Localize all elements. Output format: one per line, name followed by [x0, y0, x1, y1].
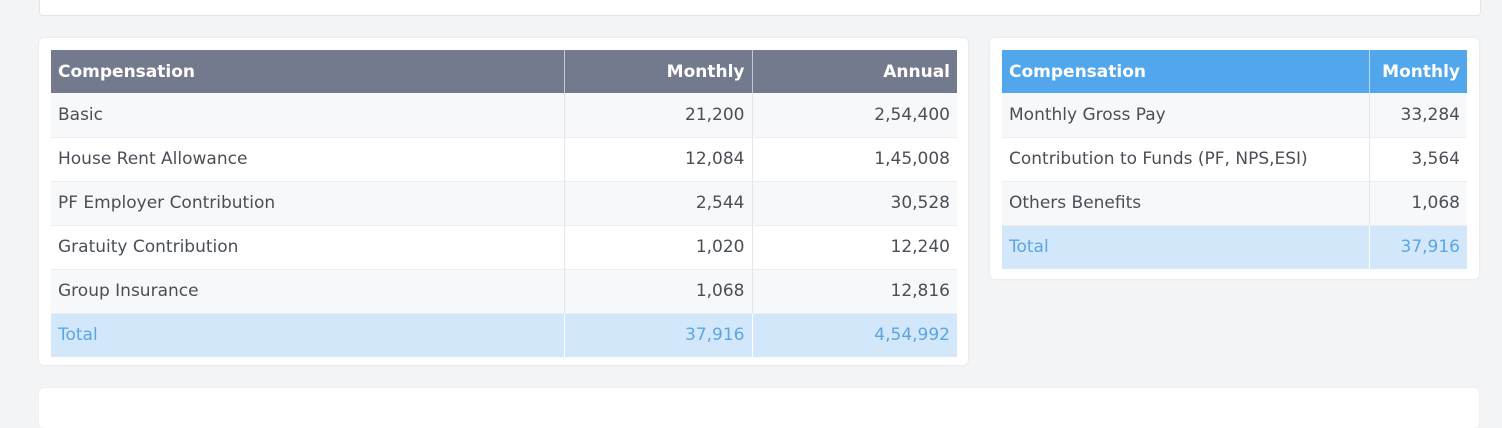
column-header-monthly: Monthly: [1369, 50, 1467, 93]
top-card: [39, 0, 1481, 16]
row-monthly-value: 12,084: [564, 137, 753, 182]
table-row: Others Benefits 1,068: [1002, 181, 1467, 226]
table-row: Monthly Gross Pay 33,284: [1002, 93, 1467, 138]
total-row: Total 37,916: [1002, 225, 1467, 269]
bottom-card: [39, 388, 1479, 428]
column-header-annual: Annual: [752, 50, 957, 93]
row-annual-value: 12,816: [752, 269, 957, 314]
row-monthly-value: 3,564: [1369, 137, 1467, 182]
row-label: House Rent Allowance: [51, 137, 565, 182]
row-annual-value: 1,45,008: [752, 137, 957, 182]
table-row: Gratuity Contribution 1,020 12,240: [51, 225, 957, 270]
row-monthly-value: 33,284: [1369, 93, 1467, 138]
row-monthly-value: 1,068: [1369, 181, 1467, 226]
table-header-row: Compensation Monthly Annual: [51, 50, 957, 93]
ctc-breakdown-card: Compensation Monthly Annual Basic 21,200…: [39, 38, 968, 365]
row-monthly-value: 1,068: [564, 269, 753, 314]
table-row: House Rent Allowance 12,084 1,45,008: [51, 137, 957, 182]
row-label: Group Insurance: [51, 269, 565, 314]
column-header-compensation: Compensation: [51, 50, 565, 93]
row-label: Others Benefits: [1002, 181, 1370, 226]
column-header-monthly: Monthly: [564, 50, 753, 93]
table-row: Group Insurance 1,068 12,816: [51, 269, 957, 314]
table-row: PF Employer Contribution 2,544 30,528: [51, 181, 957, 226]
column-header-compensation: Compensation: [1002, 50, 1370, 93]
monthly-summary-card: Compensation Monthly Monthly Gross Pay 3…: [990, 38, 1479, 279]
ctc-breakdown-table: Compensation Monthly Annual Basic 21,200…: [51, 50, 957, 357]
table-row: Contribution to Funds (PF, NPS,ESI) 3,56…: [1002, 137, 1467, 182]
row-annual-value: 12,240: [752, 225, 957, 270]
row-label: Contribution to Funds (PF, NPS,ESI): [1002, 137, 1370, 182]
monthly-summary-table: Compensation Monthly Monthly Gross Pay 3…: [1002, 50, 1467, 269]
row-label: Basic: [51, 93, 565, 138]
row-monthly-value: 2,544: [564, 181, 753, 226]
total-label: Total: [1002, 225, 1370, 269]
total-annual-value: 4,54,992: [752, 313, 957, 357]
table-header-row: Compensation Monthly: [1002, 50, 1467, 93]
row-monthly-value: 21,200: [564, 93, 753, 138]
row-annual-value: 30,528: [752, 181, 957, 226]
row-label: Gratuity Contribution: [51, 225, 565, 270]
total-monthly-value: 37,916: [564, 313, 753, 357]
row-annual-value: 2,54,400: [752, 93, 957, 138]
table-row: Basic 21,200 2,54,400: [51, 93, 957, 138]
total-label: Total: [51, 313, 565, 357]
total-row: Total 37,916 4,54,992: [51, 313, 957, 357]
row-label: PF Employer Contribution: [51, 181, 565, 226]
total-monthly-value: 37,916: [1369, 225, 1467, 269]
row-monthly-value: 1,020: [564, 225, 753, 270]
row-label: Monthly Gross Pay: [1002, 93, 1370, 138]
